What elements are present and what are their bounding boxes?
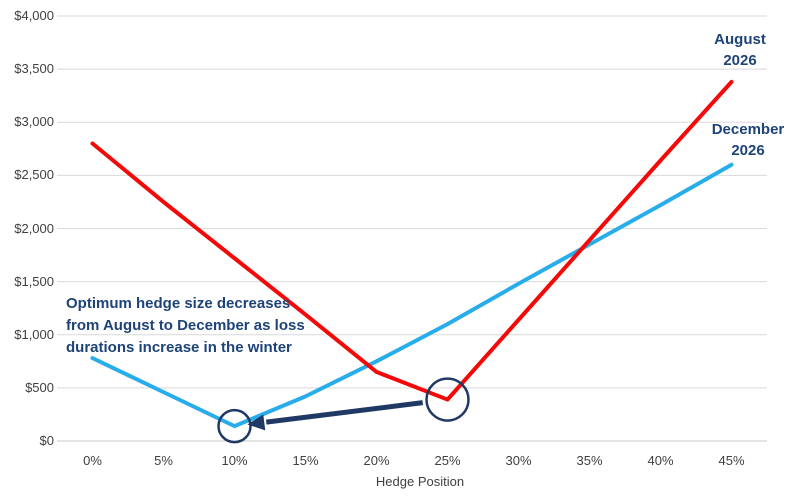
x-axis-tick-label: 40% xyxy=(647,453,674,468)
series-label-december-2026: December 2026 xyxy=(711,121,785,159)
x-axis-tick-label: 45% xyxy=(718,453,745,468)
annotation-text: Optimum hedge size decreases from August… xyxy=(66,293,326,359)
x-axis-title: Hedge Position xyxy=(375,474,465,489)
y-axis-tick-label: $500 xyxy=(25,379,54,395)
annotation-line-1: Optimum hedge size decreases xyxy=(66,295,291,312)
y-axis-tick-label: $2,500 xyxy=(14,167,54,183)
highlight-circle-december-2026-min xyxy=(217,408,252,444)
x-axis-tick-label: 20% xyxy=(363,453,390,468)
y-axis-tick-label: $3,000 xyxy=(14,114,54,130)
annotation-line-2: from August to December as loss xyxy=(66,317,305,334)
y-axis-tick-label: $4,000 xyxy=(14,8,54,23)
x-axis-tick-label: 0% xyxy=(83,453,102,468)
y-axis-tick-label: $3,500 xyxy=(14,61,54,77)
annotation-line-3: durations increase in the winter xyxy=(66,339,292,356)
x-axis-tick-label: 30% xyxy=(505,453,532,468)
y-axis-tick-label: $2,000 xyxy=(14,220,54,236)
x-axis-tick-label: 25% xyxy=(434,453,461,468)
annotation-arrow-shaft xyxy=(265,400,424,425)
series-line-december-2026 xyxy=(90,162,734,429)
y-axis-tick-label: $1,000 xyxy=(14,326,54,342)
x-axis-tick-label: 10% xyxy=(221,453,248,468)
annotation-arrow-head xyxy=(247,414,266,431)
x-axis-tick-label: 15% xyxy=(292,453,319,468)
x-axis-tick-label: 35% xyxy=(576,453,603,468)
y-axis-tick-label: $0 xyxy=(39,433,54,448)
series-label-august-2026: August 2026 xyxy=(714,31,766,69)
series-line-august-2026 xyxy=(90,79,734,402)
x-axis-tick-label: 5% xyxy=(154,453,173,468)
highlight-circle-august-2026-min xyxy=(425,377,470,422)
y-axis-tick-label: $1,500 xyxy=(14,273,54,289)
